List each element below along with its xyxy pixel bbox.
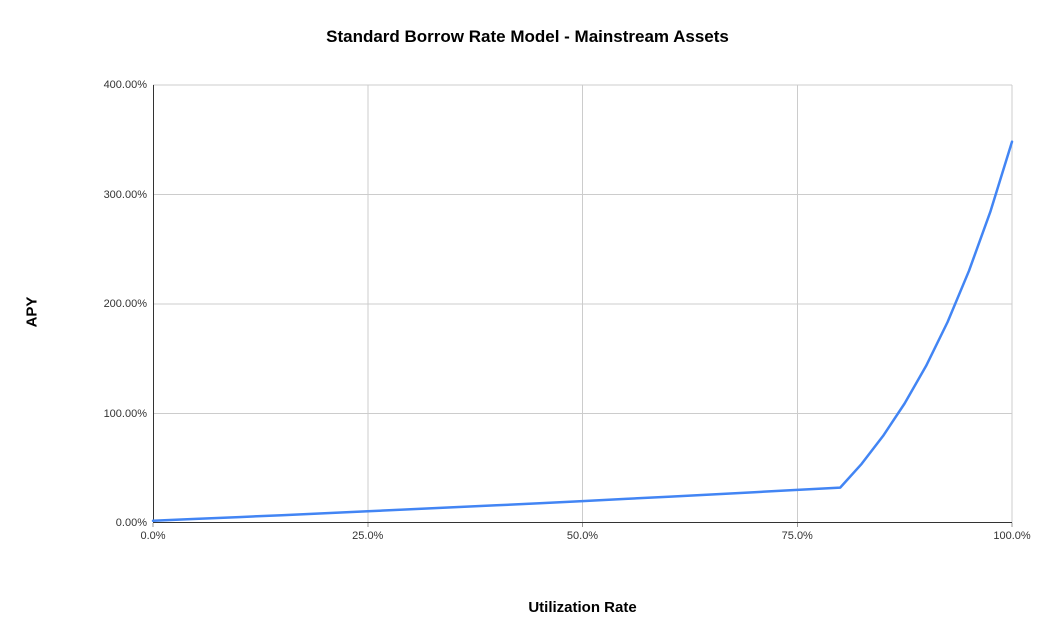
plot-svg <box>151 84 1014 527</box>
chart-title: Standard Borrow Rate Model - Mainstream … <box>326 27 729 46</box>
x-tick-label-100: 100.0% <box>993 530 1031 542</box>
series-line-apy <box>151 140 1014 523</box>
y-tick-label-200: 200.00% <box>103 298 147 310</box>
x-tick-label-50: 50.0% <box>566 530 599 542</box>
y-tick-label-300: 300.00% <box>103 188 147 201</box>
x-tick-label-25: 25.0% <box>352 530 384 542</box>
y-axis-title: APY <box>23 296 41 328</box>
y-tick-label-400: 400.00% <box>103 79 147 91</box>
x-tick-label-0: 0.0% <box>140 530 166 542</box>
y-tick-label-100: 100.00% <box>103 407 147 420</box>
x-axis-title: Utilization Rate <box>528 599 637 616</box>
x-tick-label-75: 75.0% <box>781 530 813 542</box>
y-tick-label-0: 0.00% <box>115 517 147 529</box>
plot-area <box>151 84 1014 527</box>
